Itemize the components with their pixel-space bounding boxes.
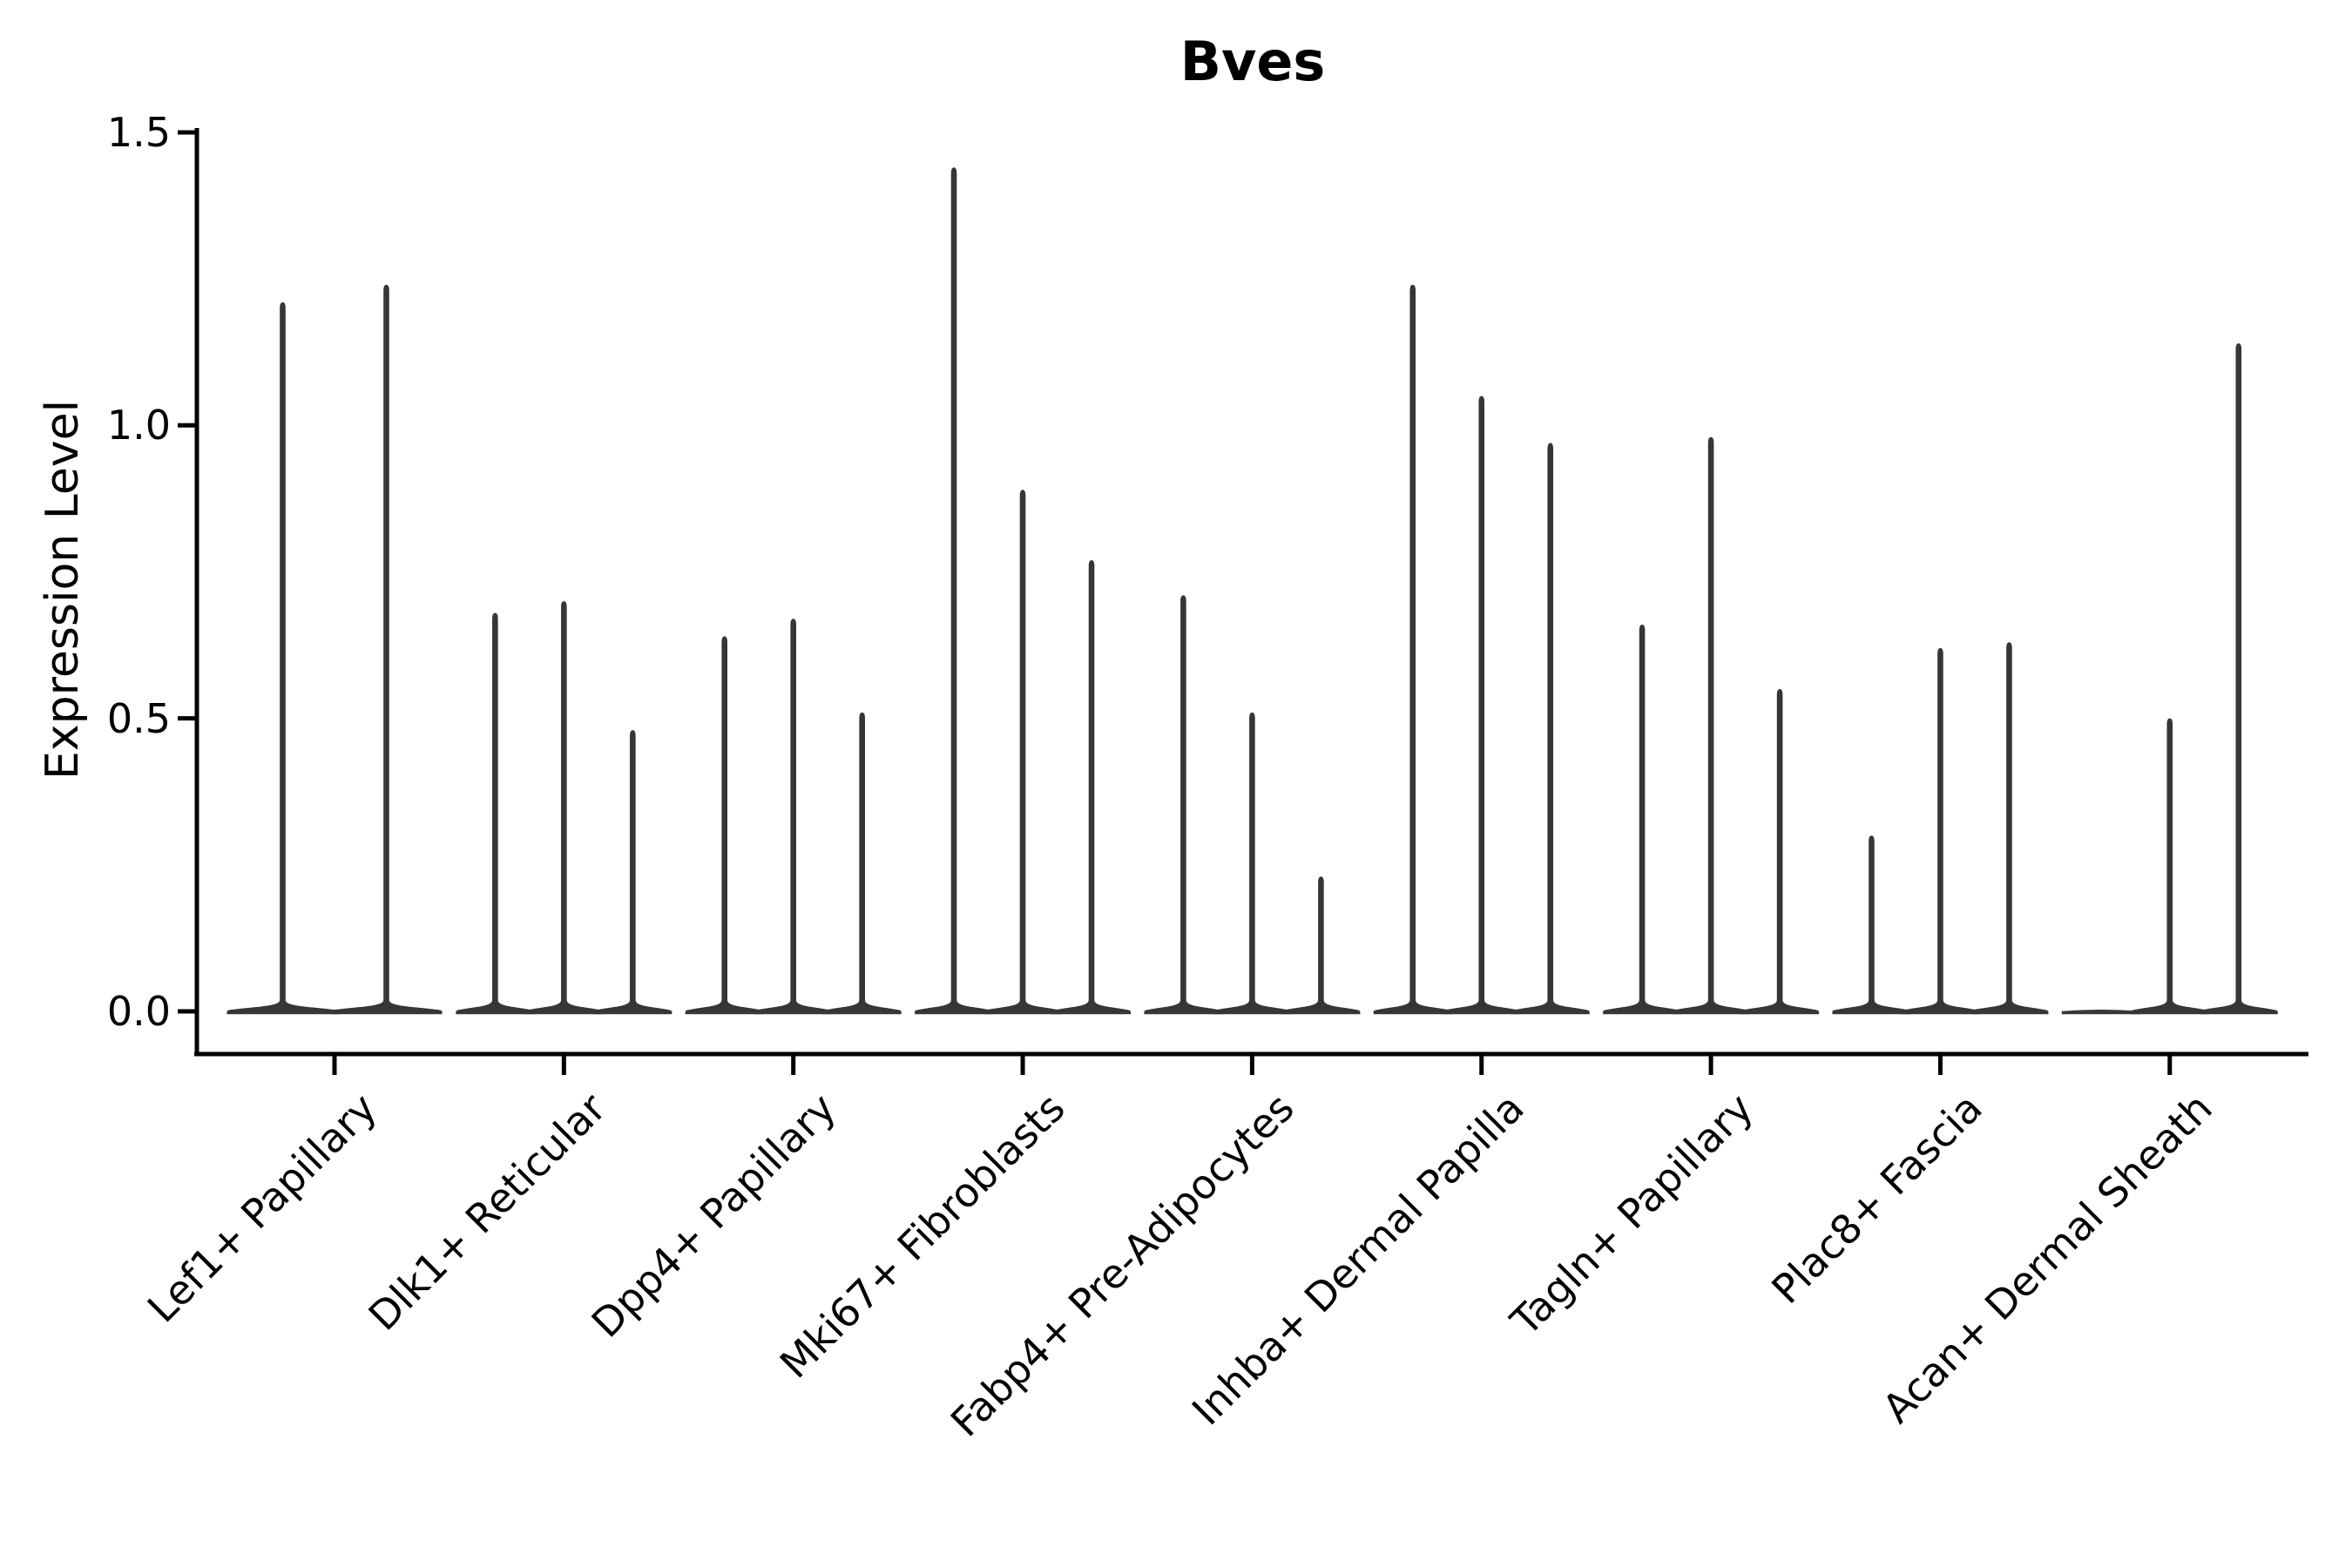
violin-plac8+-fascia-1 bbox=[1832, 835, 1911, 1015]
violin-tagln+-papillary-3 bbox=[1740, 689, 1820, 1015]
violin-fabp4+-pre-adipocytes-3 bbox=[1281, 876, 1361, 1015]
violin-fabp4+-pre-adipocytes-1 bbox=[1144, 595, 1223, 1015]
violin-dlk1+-reticular-1 bbox=[456, 612, 535, 1015]
violin-inhba+-dermal-papilla-1 bbox=[1373, 284, 1452, 1015]
violin-dlk1+-reticular-3 bbox=[593, 730, 672, 1015]
violin-dpp4+-papillary-3 bbox=[822, 712, 902, 1015]
violin-mki67+-fibroblasts-1 bbox=[915, 167, 994, 1015]
violin-plac8+-fascia-2 bbox=[1901, 647, 1980, 1015]
violin-inhba+-dermal-papilla-2 bbox=[1442, 395, 1521, 1015]
violin-inhba+-dermal-papilla-3 bbox=[1511, 443, 1590, 1015]
y-tick-label: 1.5 bbox=[106, 108, 171, 156]
violin-dpp4+-papillary-2 bbox=[754, 618, 833, 1015]
y-tick-label: 0.5 bbox=[106, 694, 171, 742]
violin-lef1+-papillary-1 bbox=[226, 302, 339, 1015]
violin-plac8+-fascia-3 bbox=[1970, 642, 2049, 1015]
violin-tagln+-papillary-1 bbox=[1603, 625, 1682, 1015]
violin-dlk1+-reticular-2 bbox=[524, 601, 604, 1015]
chart-title: Bves bbox=[1179, 30, 1326, 93]
violin-tagln+-papillary-2 bbox=[1672, 436, 1751, 1015]
y-tick-label: 0.0 bbox=[106, 988, 171, 1035]
axes-layer bbox=[178, 128, 2308, 1075]
violin-acan+-dermal-sheath-2 bbox=[2130, 718, 2209, 1015]
violin-acan+-dermal-sheath-3 bbox=[2199, 343, 2278, 1015]
violin-mki67+-fibroblasts-3 bbox=[1052, 560, 1132, 1015]
violins-layer bbox=[226, 167, 2278, 1015]
violin-acan+-dermal-sheath-1 bbox=[2061, 1009, 2140, 1015]
violin-dpp4+-papillary-1 bbox=[685, 636, 764, 1015]
violin-fabp4+-pre-adipocytes-2 bbox=[1213, 712, 1292, 1015]
violin-mki67+-fibroblasts-2 bbox=[983, 490, 1063, 1015]
y-tick-label: 1.0 bbox=[106, 402, 171, 449]
violin-lef1+-papillary-2 bbox=[330, 284, 443, 1015]
